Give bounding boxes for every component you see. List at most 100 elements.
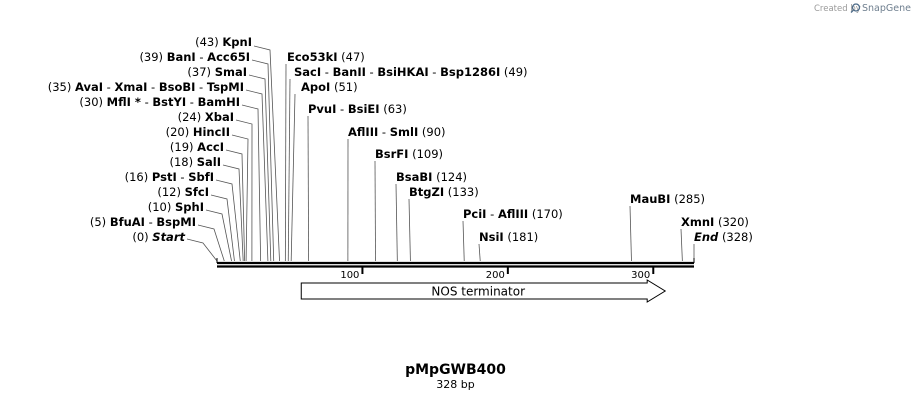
restriction-site-label[interactable]: NsiI (181) [479,230,538,244]
enzyme-name: BamHI [198,95,240,109]
site-leader-line [284,63,287,262]
site-position: (90) [422,125,446,139]
site-leader-line [395,183,398,262]
enzyme-name: SmaI [215,65,247,79]
site-position: (133) [448,185,479,199]
restriction-site-label[interactable]: (35) AvaI - XmaI - BsoBI - TspMI [48,80,244,94]
restriction-site-label[interactable]: SacI - BanII - BsiHKAI - Bsp1286I (49) [294,65,528,79]
enzyme-name: BsiEI [348,102,380,116]
site-position: (18) [169,155,193,169]
restriction-site-label[interactable]: Eco53kI (47) [287,50,365,64]
site-position: (12) [157,185,181,199]
site-position: (39) [139,50,163,64]
restriction-site-label[interactable]: (5) BfuAI - BspMI [90,215,196,229]
site-position: (20) [166,125,190,139]
restriction-site-label[interactable]: BsrFI (109) [375,147,443,161]
restriction-site-label[interactable]: (10) SphI [148,200,204,214]
site-position: (181) [507,230,538,244]
site-position: (43) [195,35,219,49]
site-leader-line [186,238,218,262]
site-position: (47) [341,50,365,64]
site-leader-line [307,115,310,262]
enzyme-name: BfuAI [110,215,145,229]
site-leader-line [231,134,249,262]
site-leader-line [253,45,280,262]
enzyme-name: AflIII [498,207,528,221]
site-leader-line [408,198,411,262]
site-leader-line [287,78,291,262]
enzyme-name: BanII [333,65,366,79]
restriction-site-label[interactable]: (30) MflI * - BstYI - BamHI [79,95,240,109]
restriction-site-label[interactable]: (0) Start [132,230,185,244]
enzyme-name: BsaBI [396,170,432,184]
enzyme-name: KpnI [222,35,252,49]
site-position: (328) [722,230,753,244]
site-position: (16) [125,170,149,184]
restriction-site-label[interactable]: PvuI - BsiEI (63) [308,102,407,116]
enzyme-name: ApoI [301,80,330,94]
site-leader-line [462,220,465,262]
enzyme-name: PciI [463,207,486,221]
site-leader-line [245,89,269,262]
site-position: (63) [383,102,407,116]
site-leader-line [629,205,632,262]
enzyme-name: SalI [197,155,221,169]
enzyme-name: SmlI [390,125,419,139]
site-leader-line [215,179,241,262]
restriction-site-label[interactable]: (16) PstI - SbfI [125,170,214,184]
nos-terminator-arrow[interactable] [300,279,667,303]
axis-tick-label: 300 [631,270,650,281]
restriction-site-label[interactable]: (12) SfcI [157,185,209,199]
restriction-site-label[interactable]: (37) SmaI [187,65,247,79]
enzyme-name: End [694,230,719,244]
site-position: (51) [334,80,358,94]
site-position: (49) [504,65,528,79]
site-leader-line [235,119,253,262]
axis-tick-label: 200 [486,270,505,281]
enzyme-name: PvuI [308,102,336,116]
enzyme-name: SbfI [188,170,214,184]
restriction-site-label[interactable]: (43) KpnI [195,35,252,49]
restriction-site-label[interactable]: XmnI (320) [681,215,749,229]
enzyme-name: AflIII [348,125,378,139]
enzyme-name: Start [152,230,185,244]
brand-text: SnapGene [862,3,911,14]
enzyme-name: BsoBI [159,80,196,94]
enzyme-name: XmaI [114,80,147,94]
enzyme-name: TspMI [207,80,244,94]
snapgene-logo-icon [850,3,861,13]
enzyme-name: SfcI [185,185,209,199]
site-position: (124) [436,170,467,184]
site-position: (30) [79,95,103,109]
site-leader-line [251,59,275,262]
site-position: (5) [90,215,106,229]
restriction-site-label[interactable]: BsaBI (124) [396,170,467,184]
site-position: (35) [48,80,72,94]
restriction-site-label[interactable]: BtgZI (133) [409,185,479,199]
enzyme-name: HincII [193,125,230,139]
restriction-site-label[interactable]: (20) HincII [166,125,230,139]
restriction-site-label[interactable]: MauBI (285) [630,192,705,206]
enzyme-name: BtgZI [409,185,444,199]
restriction-site-label[interactable]: (24) XbaI [178,110,234,124]
site-leader-line [478,243,481,262]
restriction-site-label[interactable]: PciI - AflIII (170) [463,207,563,221]
enzyme-name: AccI [197,140,224,154]
site-leader-line [222,164,244,262]
restriction-site-label[interactable]: (39) BanI - Acc65I [139,50,250,64]
enzyme-name: BanI [167,50,196,64]
site-leader-line [290,93,296,262]
enzyme-name: BsiHKAI [377,65,428,79]
restriction-site-label[interactable]: End (328) [694,230,753,244]
site-leader-line [210,194,235,262]
restriction-site-label[interactable]: ApoI (51) [301,80,358,94]
enzyme-name: SacI [294,65,321,79]
enzyme-name: AvaI [75,80,103,94]
restriction-site-label[interactable]: (19) AccI [170,140,224,154]
restriction-site-label[interactable]: AflIII - SmlI (90) [348,125,446,139]
enzyme-name: MauBI [630,192,670,206]
restriction-site-label[interactable]: (18) SalI [169,155,221,169]
site-position: (170) [532,207,563,221]
site-leader-line [205,209,232,262]
